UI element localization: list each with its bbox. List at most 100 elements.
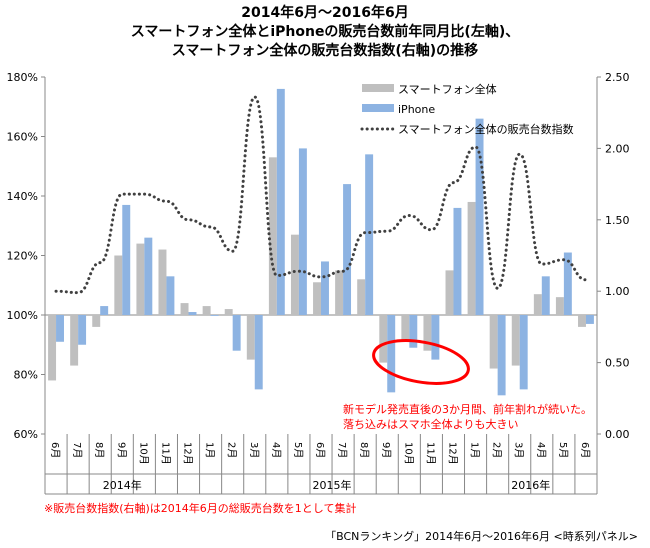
category-label: 5月 xyxy=(557,442,569,458)
legend-swatch-iphone xyxy=(362,104,394,112)
category-label: 3月 xyxy=(513,442,525,458)
bar-iphone xyxy=(585,315,594,324)
bar-iphone xyxy=(431,315,440,360)
bar-smartphone xyxy=(578,315,586,327)
category-label: 4月 xyxy=(270,442,282,458)
year-label: 2016年 xyxy=(511,478,550,492)
bar-smartphone xyxy=(246,315,255,360)
category-label: 10月 xyxy=(137,442,149,465)
category-label: 6月 xyxy=(49,442,61,458)
annotation-line-1: 新モデル発売直後の3か月間、前年割れが続いた。 xyxy=(343,403,592,416)
bar-smartphone xyxy=(136,243,145,315)
year-label: 2014年 xyxy=(103,478,142,492)
bar-smartphone xyxy=(357,279,366,315)
bar-smartphone xyxy=(467,201,476,315)
footnote: ※販売台数指数(右軸)は2014年6月の総販売台数を1として集計 xyxy=(44,502,357,515)
bar-smartphone xyxy=(313,282,321,315)
category-label: 1月 xyxy=(204,442,216,458)
bar-iphone xyxy=(254,315,263,390)
bar-iphone xyxy=(78,315,87,345)
right-tick-label: 2.00 xyxy=(605,142,630,155)
bar-smartphone xyxy=(379,315,388,363)
chart-title-line-3: スマートフォン全体の販売台数指数(右軸)の推移 xyxy=(171,43,479,59)
bar-iphone xyxy=(387,315,396,393)
right-tick-label: 1.50 xyxy=(605,214,630,227)
category-label: 4月 xyxy=(535,442,547,458)
bar-smartphone xyxy=(224,309,233,315)
bar-iphone xyxy=(475,118,484,316)
category-label: 2月 xyxy=(226,442,238,458)
bar-smartphone xyxy=(533,294,542,315)
bar-iphone xyxy=(409,315,418,348)
category-label: 12月 xyxy=(182,442,194,465)
category-label: 10月 xyxy=(402,442,414,465)
chart-title-line-1: 2014年6月～2016年6月 xyxy=(241,5,409,21)
right-tick-label: 2.50 xyxy=(605,71,630,84)
bar-smartphone xyxy=(70,315,79,366)
legend-swatch-smartphone xyxy=(362,84,394,92)
left-tick-label: 160% xyxy=(7,131,38,144)
bar-smartphone xyxy=(401,315,410,342)
bar-iphone xyxy=(210,315,219,316)
annotation-line-2: 落ち込みはスマホ全体よりも大きい xyxy=(343,418,519,431)
bar-smartphone xyxy=(92,315,101,327)
bar-iphone xyxy=(188,312,197,315)
bar-iphone xyxy=(563,252,572,315)
category-label: 12月 xyxy=(446,442,458,465)
bar-iphone xyxy=(365,154,374,315)
bar-iphone xyxy=(343,184,352,315)
category-label: 11月 xyxy=(424,442,436,465)
category-label: 2月 xyxy=(491,442,503,458)
left-tick-label: 180% xyxy=(7,71,38,84)
bar-iphone xyxy=(519,315,528,390)
bar-smartphone xyxy=(114,255,123,315)
bar-smartphone xyxy=(290,234,299,315)
year-label: 2015年 xyxy=(313,478,352,492)
right-tick-label: 1.00 xyxy=(605,285,630,298)
bar-smartphone xyxy=(335,270,344,315)
bar-iphone xyxy=(453,207,462,315)
bar-iphone xyxy=(276,88,285,316)
legend-label-index: スマートフォン全体の販売台数指数 xyxy=(398,122,574,136)
category-label: 9月 xyxy=(380,442,392,458)
left-tick-label: 100% xyxy=(7,309,38,322)
category-label: 9月 xyxy=(115,442,127,458)
bar-iphone xyxy=(100,306,109,315)
index-line xyxy=(54,95,588,295)
bar-smartphone xyxy=(423,315,432,351)
category-label: 8月 xyxy=(358,442,370,458)
bar-smartphone xyxy=(445,270,454,315)
bar-smartphone xyxy=(489,315,498,369)
category-label: 6月 xyxy=(579,442,591,458)
bar-iphone xyxy=(56,315,64,342)
bar-smartphone xyxy=(158,249,167,315)
category-label: 8月 xyxy=(93,442,105,458)
highlight-ellipse xyxy=(372,339,470,385)
bar-smartphone xyxy=(511,315,520,366)
bar-iphone xyxy=(541,276,550,315)
bar-smartphone xyxy=(555,297,564,315)
bar-iphone xyxy=(166,276,175,315)
left-tick-label: 60% xyxy=(14,428,38,441)
category-label: 1月 xyxy=(469,442,481,458)
left-tick-label: 80% xyxy=(14,369,38,382)
bar-smartphone xyxy=(268,157,277,315)
left-tick-label: 140% xyxy=(7,190,38,203)
chart-title-line-2: スマートフォン全体とiPhoneの販売台数前年同月比(左軸)、 xyxy=(130,24,520,40)
category-label: 3月 xyxy=(248,442,260,458)
bar-iphone xyxy=(232,315,241,351)
bar-smartphone xyxy=(202,306,211,315)
bar-iphone xyxy=(122,204,131,315)
category-label: 5月 xyxy=(292,442,304,458)
bar-iphone xyxy=(321,261,329,315)
category-label: 11月 xyxy=(159,442,171,465)
category-label: 7月 xyxy=(336,442,348,458)
bar-iphone xyxy=(144,237,153,315)
right-tick-label: 0.00 xyxy=(605,428,630,441)
right-tick-label: 0.50 xyxy=(605,357,630,370)
legend-label-smartphone: スマートフォン全体 xyxy=(398,82,497,96)
category-label: 7月 xyxy=(71,442,83,458)
category-label: 6月 xyxy=(314,442,326,458)
